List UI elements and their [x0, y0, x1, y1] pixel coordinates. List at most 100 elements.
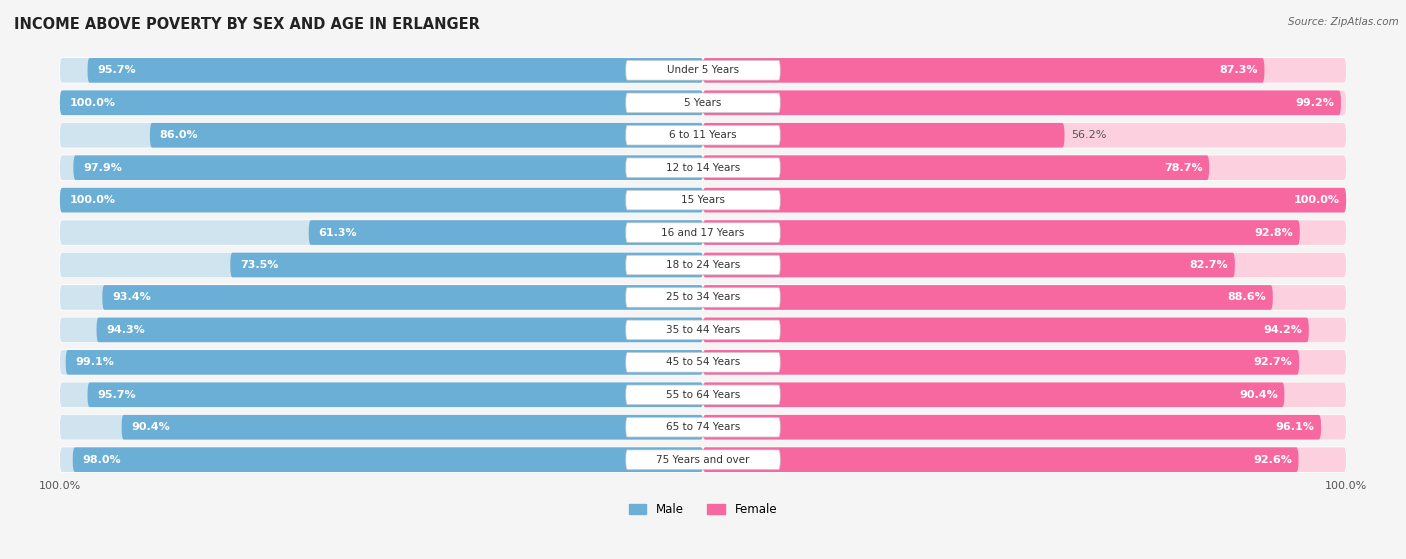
- FancyBboxPatch shape: [60, 155, 1346, 180]
- Text: Under 5 Years: Under 5 Years: [666, 65, 740, 75]
- FancyBboxPatch shape: [60, 123, 703, 148]
- Text: 88.6%: 88.6%: [1227, 292, 1267, 302]
- FancyBboxPatch shape: [60, 350, 703, 375]
- FancyBboxPatch shape: [626, 385, 780, 405]
- FancyBboxPatch shape: [703, 253, 1346, 277]
- FancyBboxPatch shape: [703, 318, 1309, 342]
- Text: 95.7%: 95.7%: [97, 65, 136, 75]
- FancyBboxPatch shape: [60, 415, 703, 439]
- FancyBboxPatch shape: [626, 126, 780, 145]
- FancyBboxPatch shape: [626, 418, 780, 437]
- FancyBboxPatch shape: [60, 91, 703, 115]
- Text: 99.1%: 99.1%: [76, 357, 114, 367]
- Text: 97.9%: 97.9%: [83, 163, 122, 173]
- Text: 6 to 11 Years: 6 to 11 Years: [669, 130, 737, 140]
- FancyBboxPatch shape: [60, 91, 703, 115]
- Text: 95.7%: 95.7%: [97, 390, 136, 400]
- FancyBboxPatch shape: [60, 350, 1346, 375]
- FancyBboxPatch shape: [60, 447, 703, 472]
- FancyBboxPatch shape: [60, 220, 703, 245]
- Text: 16 and 17 Years: 16 and 17 Years: [661, 228, 745, 238]
- FancyBboxPatch shape: [703, 350, 1299, 375]
- Text: 98.0%: 98.0%: [83, 454, 121, 465]
- FancyBboxPatch shape: [60, 285, 703, 310]
- Text: 93.4%: 93.4%: [112, 292, 150, 302]
- FancyBboxPatch shape: [60, 447, 1346, 472]
- FancyBboxPatch shape: [703, 58, 1346, 83]
- FancyBboxPatch shape: [73, 155, 703, 180]
- FancyBboxPatch shape: [97, 318, 703, 342]
- FancyBboxPatch shape: [60, 91, 1346, 115]
- FancyBboxPatch shape: [703, 91, 1341, 115]
- Legend: Male, Female: Male, Female: [624, 498, 782, 520]
- FancyBboxPatch shape: [703, 415, 1322, 439]
- FancyBboxPatch shape: [703, 285, 1272, 310]
- FancyBboxPatch shape: [60, 253, 1346, 277]
- FancyBboxPatch shape: [703, 188, 1346, 212]
- FancyBboxPatch shape: [60, 253, 703, 277]
- FancyBboxPatch shape: [626, 320, 780, 340]
- FancyBboxPatch shape: [231, 253, 703, 277]
- FancyBboxPatch shape: [626, 450, 780, 470]
- FancyBboxPatch shape: [703, 155, 1346, 180]
- Text: 100.0%: 100.0%: [1294, 195, 1340, 205]
- FancyBboxPatch shape: [703, 382, 1346, 407]
- Text: 92.7%: 92.7%: [1254, 357, 1292, 367]
- FancyBboxPatch shape: [703, 253, 1234, 277]
- Text: 90.4%: 90.4%: [1239, 390, 1278, 400]
- FancyBboxPatch shape: [60, 188, 1346, 212]
- FancyBboxPatch shape: [703, 220, 1346, 245]
- FancyBboxPatch shape: [60, 285, 1346, 310]
- FancyBboxPatch shape: [703, 58, 1264, 83]
- FancyBboxPatch shape: [626, 93, 780, 112]
- Text: 25 to 34 Years: 25 to 34 Years: [666, 292, 740, 302]
- Text: 15 Years: 15 Years: [681, 195, 725, 205]
- FancyBboxPatch shape: [703, 415, 1346, 439]
- FancyBboxPatch shape: [60, 188, 703, 212]
- FancyBboxPatch shape: [626, 191, 780, 210]
- Text: 75 Years and over: 75 Years and over: [657, 454, 749, 465]
- FancyBboxPatch shape: [626, 223, 780, 242]
- FancyBboxPatch shape: [703, 123, 1064, 148]
- Text: 82.7%: 82.7%: [1189, 260, 1229, 270]
- Text: 92.8%: 92.8%: [1254, 228, 1294, 238]
- Text: 5 Years: 5 Years: [685, 98, 721, 108]
- FancyBboxPatch shape: [626, 353, 780, 372]
- FancyBboxPatch shape: [60, 188, 703, 212]
- Text: 12 to 14 Years: 12 to 14 Years: [666, 163, 740, 173]
- Text: 61.3%: 61.3%: [319, 228, 357, 238]
- FancyBboxPatch shape: [60, 123, 1346, 148]
- Text: 55 to 64 Years: 55 to 64 Years: [666, 390, 740, 400]
- Text: 56.2%: 56.2%: [1071, 130, 1107, 140]
- FancyBboxPatch shape: [703, 188, 1346, 212]
- Text: 65 to 74 Years: 65 to 74 Years: [666, 422, 740, 432]
- FancyBboxPatch shape: [60, 318, 1346, 342]
- Text: Source: ZipAtlas.com: Source: ZipAtlas.com: [1288, 17, 1399, 27]
- Text: 73.5%: 73.5%: [240, 260, 278, 270]
- FancyBboxPatch shape: [60, 58, 1346, 83]
- Text: 87.3%: 87.3%: [1219, 65, 1258, 75]
- FancyBboxPatch shape: [103, 285, 703, 310]
- FancyBboxPatch shape: [60, 415, 1346, 439]
- FancyBboxPatch shape: [73, 447, 703, 472]
- Text: 100.0%: 100.0%: [70, 195, 115, 205]
- Text: 90.4%: 90.4%: [131, 422, 170, 432]
- FancyBboxPatch shape: [703, 318, 1346, 342]
- Text: INCOME ABOVE POVERTY BY SEX AND AGE IN ERLANGER: INCOME ABOVE POVERTY BY SEX AND AGE IN E…: [14, 17, 479, 32]
- Text: 18 to 24 Years: 18 to 24 Years: [666, 260, 740, 270]
- FancyBboxPatch shape: [87, 382, 703, 407]
- FancyBboxPatch shape: [60, 58, 703, 83]
- FancyBboxPatch shape: [626, 288, 780, 307]
- Text: 96.1%: 96.1%: [1275, 422, 1315, 432]
- FancyBboxPatch shape: [703, 350, 1346, 375]
- FancyBboxPatch shape: [626, 158, 780, 177]
- Text: 35 to 44 Years: 35 to 44 Years: [666, 325, 740, 335]
- FancyBboxPatch shape: [703, 220, 1299, 245]
- FancyBboxPatch shape: [60, 220, 1346, 245]
- FancyBboxPatch shape: [703, 447, 1299, 472]
- FancyBboxPatch shape: [703, 447, 1346, 472]
- FancyBboxPatch shape: [66, 350, 703, 375]
- Text: 45 to 54 Years: 45 to 54 Years: [666, 357, 740, 367]
- FancyBboxPatch shape: [626, 60, 780, 80]
- FancyBboxPatch shape: [150, 123, 703, 148]
